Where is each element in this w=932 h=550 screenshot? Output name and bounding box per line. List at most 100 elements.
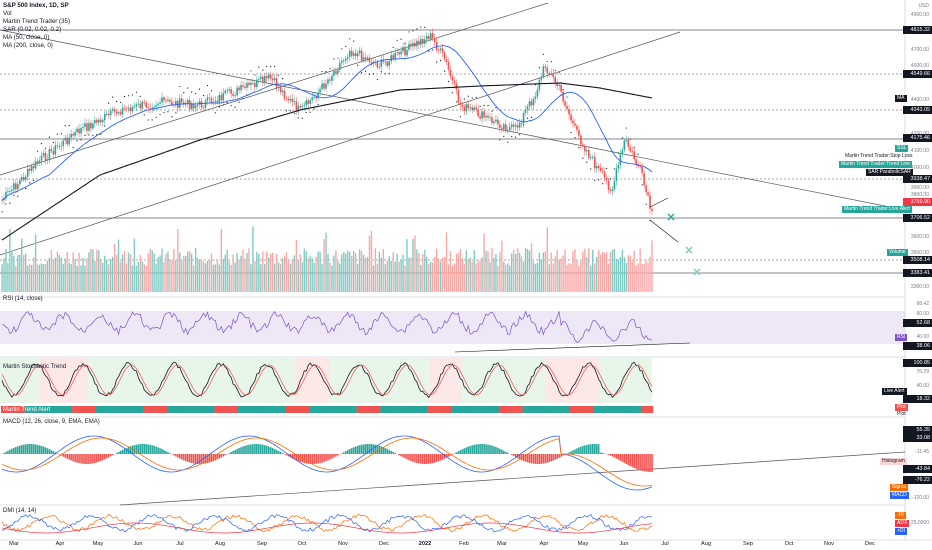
trend-alert-cell [394, 406, 397, 413]
volume-bar [220, 228, 223, 292]
macd-histogram-bar [414, 454, 416, 463]
stoch-label: 18.32 [903, 395, 932, 403]
trend-alert-cell [510, 406, 513, 413]
macd-histogram-bar [147, 444, 150, 454]
macd-histogram-bar [390, 450, 393, 454]
macd-histogram-bar [186, 454, 189, 462]
stoch-pane-title[interactable]: Martin Stochastic Trend [3, 364, 67, 370]
candle-body [58, 146, 61, 147]
trend-alert-cell [558, 406, 561, 413]
time-tick: Mar [9, 541, 19, 547]
indicator-martin-trend-trader[interactable]: Martin Trend Trader (35) [3, 18, 71, 25]
candle-body [621, 149, 624, 155]
candle-body [335, 71, 337, 74]
trend-alert-cell [625, 406, 628, 413]
candle-body [475, 107, 477, 110]
time-tick: Sep [257, 541, 267, 547]
rsi-pane-title[interactable]: RSI (14, close) [3, 296, 43, 302]
trend-alert-cell [251, 406, 255, 413]
macd-histogram-bar [459, 450, 462, 454]
candle-body [597, 165, 600, 168]
dmi-pane-title[interactable]: DMI (14, 14) [3, 508, 37, 514]
rsi-tick: 68.42 [916, 301, 929, 307]
candle-body [279, 87, 282, 93]
sar-dot [179, 85, 181, 88]
trend-alert-cell [129, 406, 132, 413]
trend-alert-cell [89, 406, 93, 413]
candle-body [315, 96, 317, 99]
volume-bar [238, 259, 240, 292]
sar-dot [254, 74, 256, 76]
cross-marker [693, 268, 701, 276]
candle-body [370, 62, 373, 64]
indicator-ma50[interactable]: MA (50, close, 0) [3, 34, 50, 41]
trend-alert-cell [202, 406, 205, 413]
trend-alert-cell [249, 406, 253, 413]
macd-histogram-bar [192, 454, 195, 464]
candle-body [609, 189, 612, 191]
volume-bar [266, 251, 268, 292]
macd-histogram-bar [311, 454, 313, 464]
macd-histogram-bar [382, 447, 385, 454]
trend-alert-cell [204, 406, 207, 413]
time-tick: Nov [824, 541, 834, 547]
macd-histogram-bar [635, 454, 637, 469]
candle-body [295, 101, 298, 112]
trend-alert-cell [487, 406, 490, 413]
macd-histogram-bar [244, 445, 246, 454]
macd-trend-line [119, 451, 906, 506]
volume-bar [546, 227, 548, 292]
projection-up [649, 197, 669, 208]
trend-alert-cell [255, 406, 259, 413]
macd-histogram-bar [92, 454, 94, 464]
indicator-ma200[interactable]: MA (200, close, 0) [3, 42, 53, 49]
macd-histogram-bar [477, 444, 479, 454]
indicator-volume[interactable]: Vol [3, 10, 12, 17]
candle-body [68, 137, 70, 145]
candle-body [625, 140, 628, 141]
price-label: 4343.05 [903, 106, 932, 114]
macd-histogram-bar [143, 444, 146, 454]
volume-bar [173, 248, 175, 292]
candle-body [230, 89, 232, 94]
volume-bar [198, 259, 201, 292]
macd-histogram-bar [216, 454, 219, 460]
trend-alert-cell [28, 406, 31, 413]
trend-alert-cell [627, 406, 630, 413]
candle-body [649, 195, 651, 209]
macd-pane-title[interactable]: MACD (12, 26, close, 9, EMA, EMA) [3, 419, 100, 425]
trend-alert-cell [184, 406, 187, 413]
trend-alert-cell [415, 406, 419, 413]
indicator-sar[interactable]: SAR (0.02, 0.02, 0.2) [3, 26, 62, 33]
macd-histogram-bar [179, 454, 181, 459]
volume-bar [584, 248, 586, 292]
trend-alert-cell [380, 406, 383, 413]
volume-bar [139, 255, 141, 292]
macd-histogram-bar [68, 454, 70, 460]
macd-histogram-bar [433, 454, 436, 463]
candle-body [261, 76, 264, 83]
candle-body [179, 98, 181, 108]
trend-alert-cell [307, 406, 310, 413]
candle-body [582, 144, 584, 147]
trend-alert-cell [431, 406, 434, 413]
trend-alert-cell [66, 406, 69, 413]
volume-bar [210, 253, 213, 292]
volume-bar [558, 259, 560, 292]
candle-body [107, 113, 110, 116]
trend-alert-cell [542, 406, 545, 413]
time-tick: Oct [784, 541, 794, 547]
trend-alert-cell [350, 406, 353, 413]
trend-alert-cell [234, 406, 237, 413]
symbol-title[interactable]: S&P 500 Index, 1D, SP [3, 2, 69, 9]
time-tick: Sep [743, 541, 753, 547]
macd-histogram-bar [354, 446, 357, 454]
candle-body [483, 111, 485, 118]
trend-alert-cell [240, 406, 243, 413]
candle-body [506, 130, 509, 131]
macd-histogram-bar [228, 453, 231, 454]
sar-dot [108, 102, 110, 104]
volume-bar [384, 264, 386, 292]
macd-histogram-bar [587, 444, 590, 454]
